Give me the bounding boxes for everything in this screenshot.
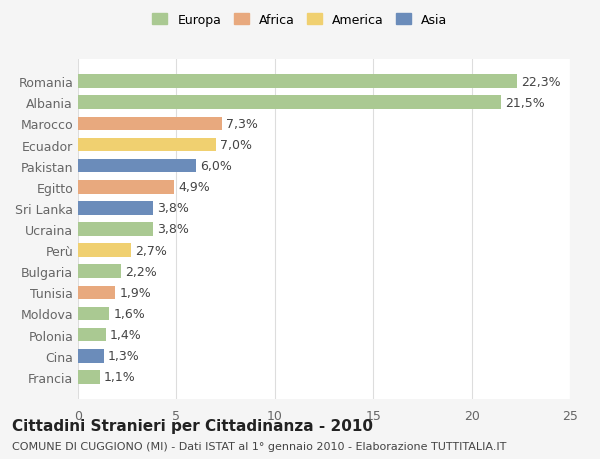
Bar bbox=[78, 223, 153, 236]
Text: 22,3%: 22,3% bbox=[521, 75, 560, 89]
Bar bbox=[78, 349, 104, 363]
Text: 2,2%: 2,2% bbox=[125, 265, 157, 278]
Text: 6,0%: 6,0% bbox=[200, 160, 232, 173]
Text: COMUNE DI CUGGIONO (MI) - Dati ISTAT al 1° gennaio 2010 - Elaborazione TUTTITALI: COMUNE DI CUGGIONO (MI) - Dati ISTAT al … bbox=[12, 441, 506, 451]
Text: 1,9%: 1,9% bbox=[119, 286, 151, 299]
Bar bbox=[78, 202, 153, 215]
Bar bbox=[78, 75, 517, 89]
Bar bbox=[78, 370, 100, 384]
Text: 21,5%: 21,5% bbox=[505, 96, 545, 110]
Text: 1,3%: 1,3% bbox=[107, 349, 139, 363]
Bar bbox=[78, 328, 106, 342]
Bar bbox=[78, 96, 501, 110]
Bar bbox=[78, 286, 115, 300]
Bar bbox=[78, 180, 175, 194]
Text: 3,8%: 3,8% bbox=[157, 202, 188, 215]
Text: 1,1%: 1,1% bbox=[104, 370, 136, 384]
Bar bbox=[78, 138, 216, 152]
Legend: Europa, Africa, America, Asia: Europa, Africa, America, Asia bbox=[148, 9, 452, 32]
Text: 1,4%: 1,4% bbox=[109, 328, 141, 341]
Bar bbox=[78, 117, 221, 131]
Text: 1,6%: 1,6% bbox=[113, 308, 145, 320]
Text: 7,0%: 7,0% bbox=[220, 139, 251, 151]
Bar bbox=[78, 265, 121, 279]
Bar bbox=[78, 244, 131, 257]
Text: Cittadini Stranieri per Cittadinanza - 2010: Cittadini Stranieri per Cittadinanza - 2… bbox=[12, 418, 373, 433]
Bar bbox=[78, 159, 196, 173]
Text: 7,3%: 7,3% bbox=[226, 118, 257, 131]
Text: 4,9%: 4,9% bbox=[178, 181, 210, 194]
Text: 3,8%: 3,8% bbox=[157, 223, 188, 236]
Text: 2,7%: 2,7% bbox=[135, 244, 167, 257]
Bar bbox=[78, 307, 109, 321]
